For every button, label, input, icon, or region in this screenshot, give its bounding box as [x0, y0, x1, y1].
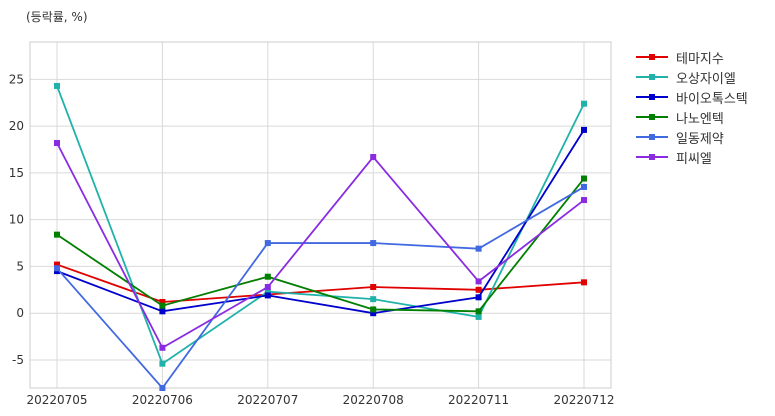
y-tick-label: 0 [16, 306, 24, 320]
data-point [54, 139, 60, 146]
data-point [159, 302, 166, 309]
data-point [370, 154, 377, 161]
data-point [370, 240, 377, 247]
legend-swatch [636, 151, 668, 163]
legend-item: 나노엔텍 [636, 107, 748, 127]
x-tick-label: 20220707 [237, 393, 298, 407]
legend-swatch [636, 71, 668, 83]
data-point [581, 100, 587, 107]
data-point [264, 292, 271, 299]
data-point [475, 286, 482, 293]
data-point [581, 183, 587, 190]
data-point [370, 310, 377, 317]
data-point [581, 126, 587, 133]
series-일동제약 [54, 183, 587, 391]
y-axis-ticks: -5 0 5 10 15 20 25 [9, 72, 24, 367]
series-line [56, 177, 585, 313]
legend-label: 일동제약 [676, 131, 724, 147]
legend-item: 일동제약 [636, 127, 748, 147]
series-피씨엘 [54, 139, 587, 351]
legend-swatch [636, 91, 668, 103]
data-point [159, 360, 166, 367]
legend-label: 나노엔텍 [676, 111, 724, 127]
legend-label: 바이오톡스텍 [676, 91, 748, 107]
plot-frame [29, 41, 612, 389]
series-line [56, 85, 585, 366]
legend-item: 테마지수 [636, 47, 748, 67]
data-point [475, 278, 482, 285]
x-tick-label: 20220711 [448, 393, 509, 407]
legend-swatch [636, 51, 668, 63]
data-point [264, 288, 271, 295]
data-point [475, 294, 482, 301]
data-point [159, 385, 166, 391]
series-lines [54, 82, 587, 391]
y-tick-label: -5 [12, 353, 24, 367]
y-tick-label: 25 [9, 72, 24, 86]
data-point [475, 313, 482, 320]
series-오상자이엘 [54, 82, 587, 367]
series-나노엔텍 [54, 175, 587, 315]
data-point [54, 82, 60, 89]
y-tick-label: 20 [9, 119, 24, 133]
x-axis-ticks: 20220705 20220706 20220707 20220708 20220711… [26, 393, 614, 407]
data-point [54, 265, 60, 272]
legend-label: 오상자이엘 [676, 71, 736, 87]
data-point [159, 298, 166, 305]
legend-swatch [636, 131, 668, 143]
y-tick-label: 5 [16, 259, 24, 273]
legend-swatch [636, 111, 668, 123]
x-tick-label: 20220705 [26, 393, 87, 407]
data-point [54, 261, 60, 268]
data-point [581, 175, 587, 182]
legend-item: 피씨엘 [636, 147, 748, 167]
legend-item: 오상자이엘 [636, 67, 748, 87]
y-tick-label: 15 [9, 166, 24, 180]
data-point [581, 197, 587, 204]
series-line [56, 129, 585, 315]
data-point [370, 284, 377, 291]
data-point [54, 231, 60, 238]
legend-label: 피씨엘 [676, 151, 712, 167]
data-point [159, 308, 166, 315]
series-테마지수 [54, 261, 587, 305]
data-point [264, 240, 271, 247]
series-line [56, 142, 585, 350]
y-unit-label: (등락률, %) [26, 10, 88, 24]
x-tick-label: 20220708 [343, 393, 404, 407]
data-point [264, 273, 271, 280]
x-tick-label: 20220706 [132, 393, 193, 407]
data-point [581, 279, 587, 286]
legend-label: 테마지수 [676, 51, 724, 67]
x-tick-label: 20220712 [553, 393, 614, 407]
data-point [475, 308, 482, 315]
y-tick-label: 10 [9, 213, 24, 227]
data-point [370, 296, 377, 303]
legend-item: 바이오톡스텍 [636, 87, 748, 107]
data-point [475, 245, 482, 252]
data-point [264, 284, 271, 291]
series-line [56, 186, 585, 390]
data-point [159, 344, 166, 351]
data-point [370, 306, 377, 313]
